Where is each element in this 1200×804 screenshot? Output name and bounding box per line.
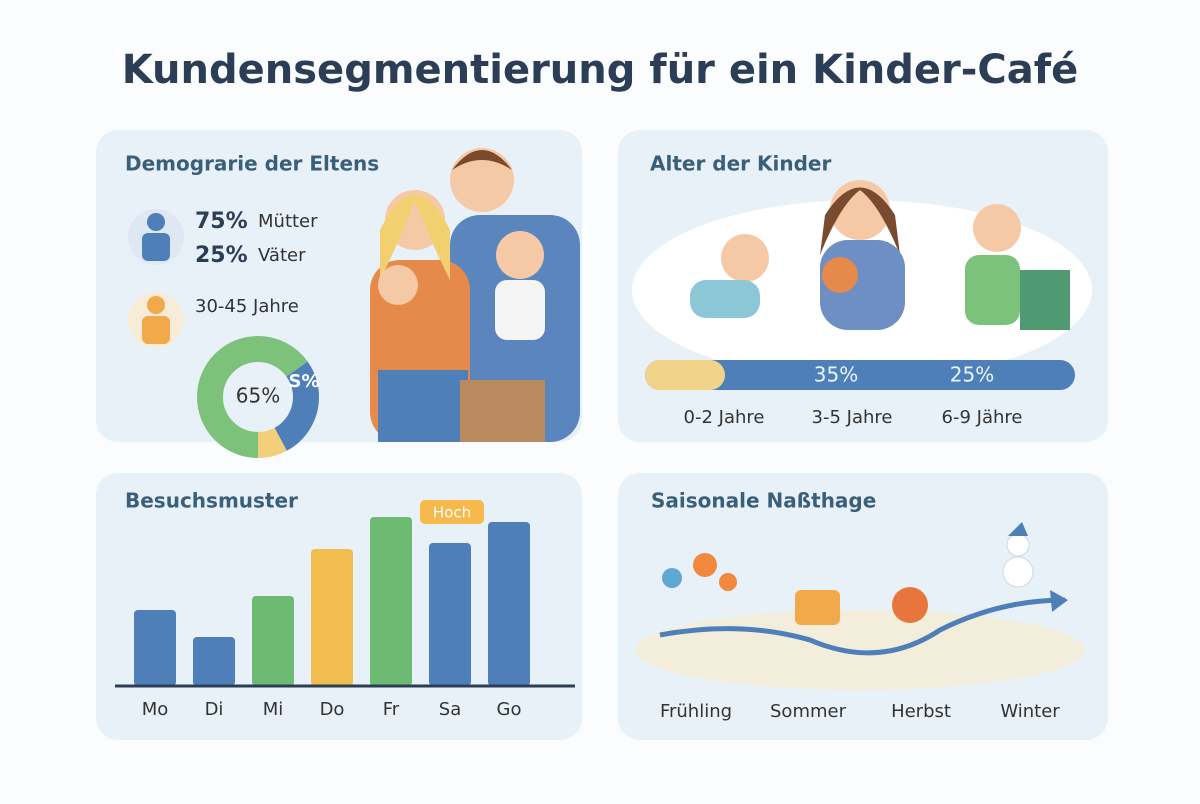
- bar-chart: Mo Di Mi Do Fr Sa Go: [134, 517, 530, 720]
- badge: [420, 500, 484, 524]
- age-group: 3-5 Jahre: [812, 407, 893, 428]
- family-illustration: [370, 148, 580, 442]
- icon: [147, 213, 165, 231]
- season-label: Frühling: [660, 701, 732, 722]
- icon: [147, 296, 165, 314]
- panel-title: Alter der Kinder: [650, 152, 831, 176]
- bar: [193, 637, 235, 686]
- age-group: 0-2 Jahre: [684, 407, 765, 428]
- panel-title: Demograrie der Eltens: [125, 152, 379, 176]
- bar: [252, 596, 294, 686]
- donut-side: S%: [289, 371, 320, 392]
- panel-title: Besuchsmuster: [125, 489, 298, 513]
- ground: [635, 610, 1085, 690]
- donut-center: 65%: [236, 384, 280, 408]
- icon: [142, 316, 170, 344]
- panel: [618, 473, 1108, 740]
- day-label: Do: [320, 699, 345, 720]
- icon: [142, 233, 170, 261]
- kids-illustration: [690, 180, 1070, 330]
- stat-label: Väter: [258, 245, 306, 266]
- bar: [429, 543, 471, 686]
- donut-segment: [197, 336, 319, 458]
- age-label: 30-45 Jahre: [195, 296, 299, 317]
- bar: [311, 549, 353, 686]
- age-group: 6-9 Jähre: [942, 407, 1023, 428]
- season-icons: [662, 522, 1034, 625]
- donut-segment: [197, 336, 319, 458]
- stat-label: Mütter: [258, 211, 318, 232]
- day-label: Sa: [439, 699, 461, 720]
- season-label: Winter: [1000, 701, 1060, 722]
- day-label: Mo: [142, 699, 169, 720]
- stat: 25%: [195, 243, 248, 268]
- stat: 75%: [195, 209, 248, 234]
- trend-line: [659, 597, 1066, 656]
- day-label: Fr: [383, 699, 400, 720]
- age-bar: [645, 360, 1075, 390]
- day-label: Di: [205, 699, 224, 720]
- bar: [370, 517, 412, 686]
- donut: [197, 336, 319, 458]
- arrow-head: [1050, 590, 1068, 612]
- badge-label: Hoch: [433, 504, 471, 522]
- season-label: Herbst: [891, 701, 951, 722]
- panel-title: Saisonale Naßthage: [651, 489, 876, 513]
- season-label: Sommer: [770, 701, 847, 722]
- bar: [488, 522, 530, 686]
- day-label: Mi: [263, 699, 284, 720]
- age-bar-segment: [645, 360, 725, 390]
- bar-label: 35%: [814, 363, 858, 387]
- bar-label: 25%: [950, 363, 994, 387]
- main-title: Kundensegmentierung für ein Kinder-Café: [122, 47, 1078, 93]
- day-label: Go: [497, 699, 522, 720]
- bar: [134, 610, 176, 686]
